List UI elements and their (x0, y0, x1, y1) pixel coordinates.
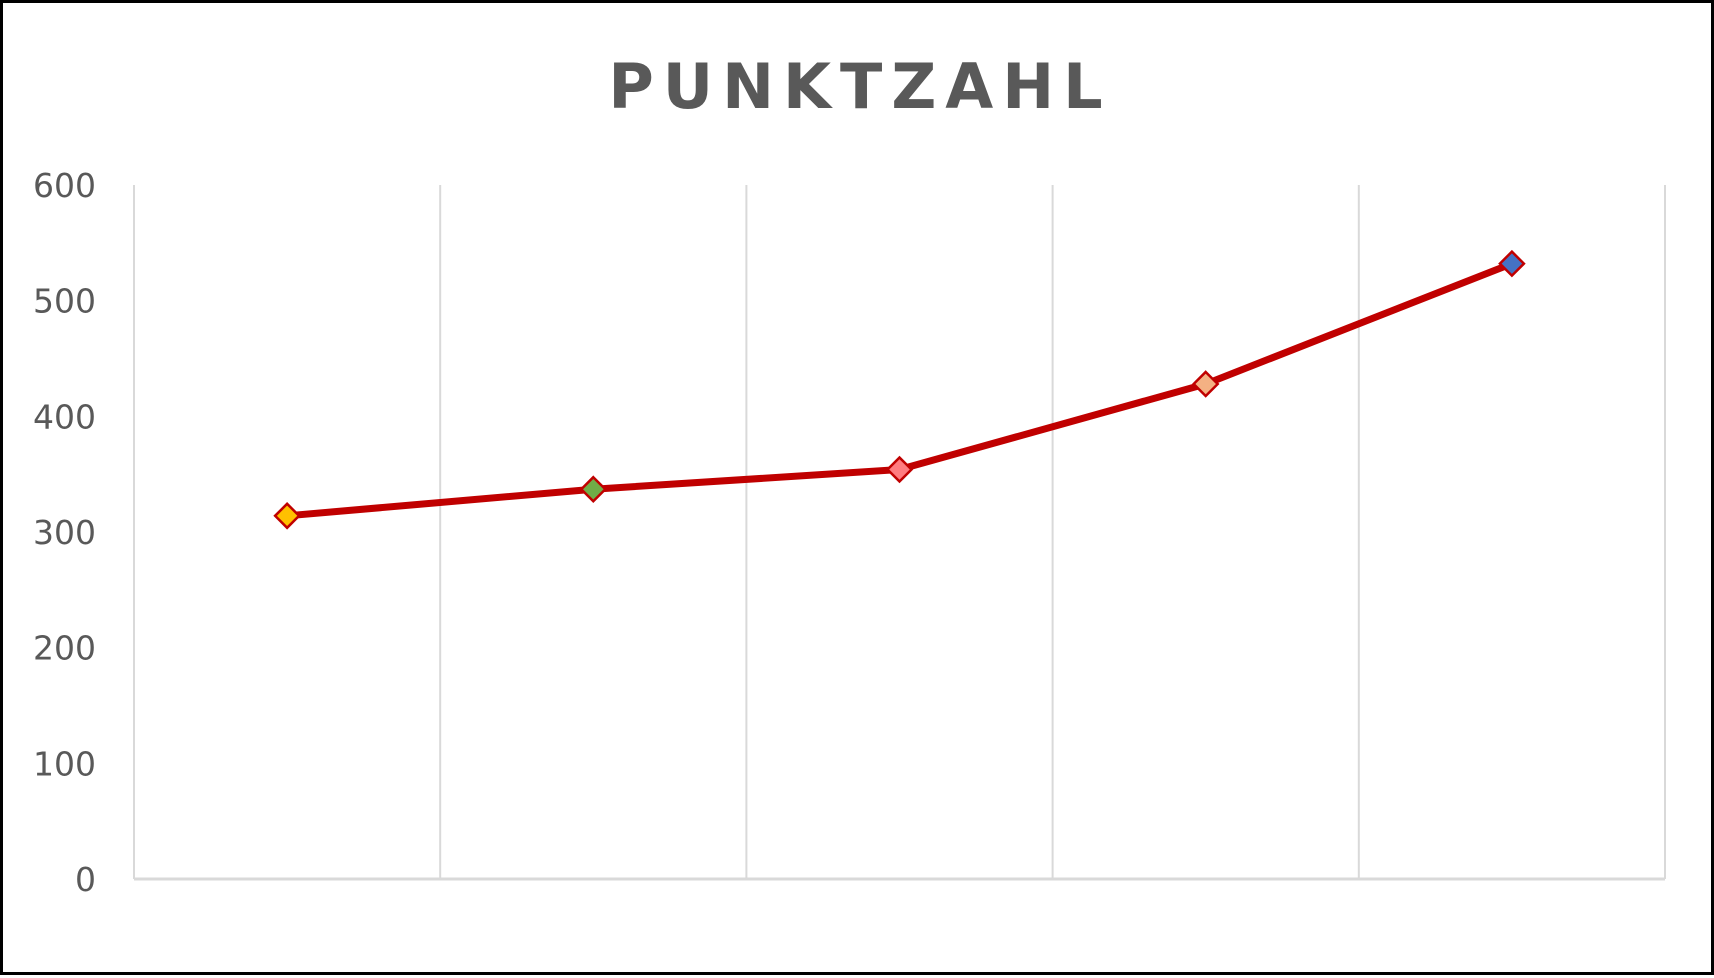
y-tick-label: 0 (75, 860, 96, 899)
y-tick-label: 300 (33, 513, 96, 552)
chart-title: PUNKTZAHL (608, 50, 1111, 123)
data-point-marker (273, 502, 301, 530)
y-tick-label: 100 (33, 744, 96, 783)
line-chart: PUNKTZAHL 0 100 200 300 400 500 600 (33, 50, 1666, 899)
y-tick-label: 600 (33, 166, 96, 205)
y-tick-label: 200 (33, 629, 96, 668)
data-point-marker (579, 475, 608, 503)
y-tick-label: 400 (33, 397, 96, 436)
data-point-marker (1498, 249, 1526, 278)
grid-layer (133, 185, 1666, 881)
series-layer (273, 249, 1526, 530)
y-tick-label: 500 (33, 282, 96, 321)
y-axis: 0 100 200 300 400 500 600 (33, 166, 96, 899)
data-point-marker (885, 455, 914, 484)
data-point-marker (1191, 370, 1220, 398)
